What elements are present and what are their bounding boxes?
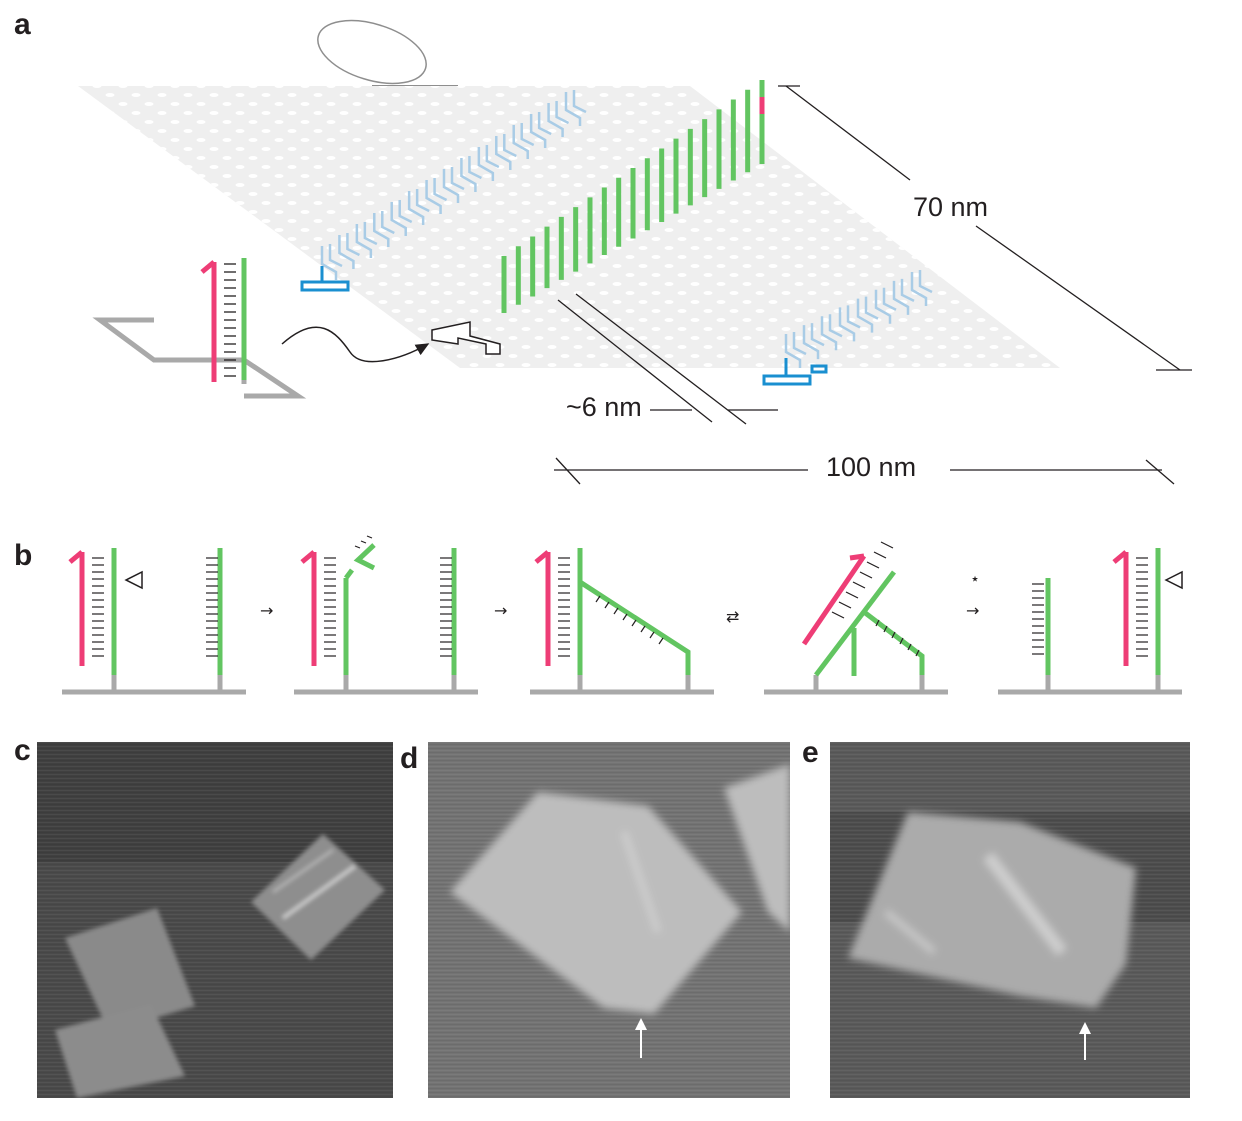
marker [802,325,820,360]
marker [390,202,407,236]
marker [555,101,570,125]
marker [846,305,861,329]
dimension-width-label: 100 nm [826,452,916,482]
marker [874,289,892,324]
marker [828,314,843,338]
panel-b: b → → [14,535,1183,695]
walker-outline [431,321,501,355]
marker [485,145,500,169]
start-marker-upper [300,266,350,292]
marker [520,123,535,147]
panel-e: e [802,736,1190,1098]
afm-image-d [428,742,790,1098]
state-3 [530,548,714,695]
loop-ellipse [317,19,427,85]
afm-image-e [830,742,1190,1098]
transfer-arrow [281,326,430,363]
marker [918,270,933,294]
marker-row-upper [320,90,587,280]
base-pair-marks [92,535,1148,657]
irreversible-star: ⋆ [970,569,980,588]
marker [512,125,529,159]
step-arrow-4: → [966,601,979,620]
dimension-spacing-label: ~6 nm [566,392,642,422]
marker [495,136,512,170]
state-2 [294,543,478,695]
marker [910,272,928,306]
marker [900,278,915,302]
marker [407,191,425,225]
marker [838,307,856,342]
marker [338,235,355,269]
marker [346,233,360,257]
marker [503,134,517,158]
step-arrow-1: → [260,601,273,620]
marker [381,211,395,235]
marker [398,200,413,224]
marker [477,147,495,181]
marker [355,224,373,258]
marker [892,280,910,315]
panel-label-a: a [14,8,31,41]
marker [415,189,430,213]
marker [792,332,807,356]
panel-d: d [400,742,790,1098]
marker [537,112,552,136]
marker [320,246,338,280]
marker [433,178,448,202]
marker [425,180,442,214]
marker-row-lower [784,270,933,368]
marker [450,167,465,191]
marker [547,103,564,137]
marker [442,169,460,203]
marker [460,158,477,192]
marker [856,298,874,333]
equilibrium-arrow: ⇄ [726,607,739,626]
start-marker-lower [762,358,828,386]
origami-sheet [78,86,1060,368]
marker [529,114,547,148]
dimension-lines [554,85,1192,485]
marker [784,334,802,368]
marker [328,244,343,268]
marker [864,296,879,320]
marker [373,213,390,247]
state-5 [998,548,1183,695]
marker [820,316,838,351]
step-arrow-2: → [494,601,507,620]
panel-label-c: c [14,734,31,767]
marker [468,156,482,180]
marker [882,287,897,311]
dimension-height-label: 70 nm [913,192,988,222]
marker [572,90,587,114]
track [501,80,765,313]
panel-a: a [14,8,1192,485]
panel-label-b: b [14,539,32,572]
state-4 [764,553,948,695]
marker [363,222,378,246]
panel-c: c [14,734,393,1098]
state-1 [62,548,246,695]
marker [564,92,582,126]
panel-label-e: e [802,736,819,769]
panel-label-d: d [400,742,418,775]
afm-image-c [37,742,393,1098]
walker [92,258,307,399]
marker [810,323,825,347]
